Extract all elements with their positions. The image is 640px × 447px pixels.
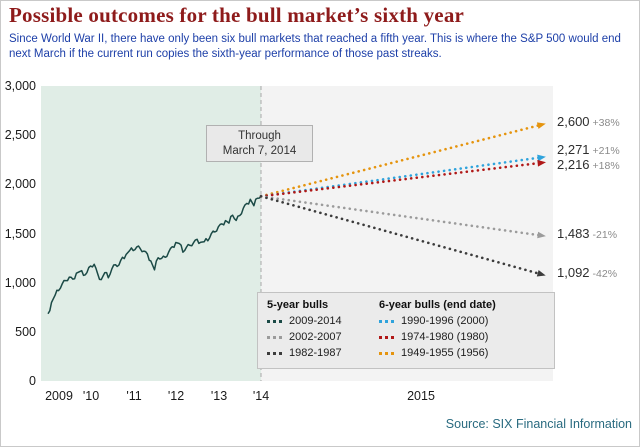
legend-item-label: 2009-2014 <box>289 315 342 327</box>
y-axis-tick-label: 2,000 <box>4 177 36 192</box>
legend-item-1982-1987: 1982-1987 <box>267 347 379 359</box>
legend-line-marker <box>267 351 284 355</box>
legend-line-marker <box>379 319 396 323</box>
legend-item-label: 1982-1987 <box>289 347 342 359</box>
projection-line-2002-2007 <box>259 195 541 237</box>
projection-line-1974-1980 <box>259 161 541 198</box>
legend-item-label: 1990-1996 (2000) <box>401 315 489 327</box>
y-axis-tick-label: 500 <box>15 324 36 339</box>
legend-column-5yr: 5-year bulls 2009-2014 2002-2007 1982-1987 <box>267 299 379 362</box>
projection-arrowhead-2002-2007 <box>537 231 546 239</box>
projection-line-1982-1987 <box>259 195 541 275</box>
plot-canvas <box>41 86 553 381</box>
y-axis-tick-label: 0 <box>29 374 36 388</box>
annotation-line2: March 7, 2014 <box>222 144 297 157</box>
y-axis-tick-label: 1,000 <box>4 275 36 290</box>
legend-item-1990-1996-2000-: 1990-1996 (2000) <box>379 315 545 327</box>
legend-column-6yr: 6-year bulls (end date) 1990-1996 (2000)… <box>379 299 545 362</box>
legend-header-5yr: 5-year bulls <box>267 299 329 311</box>
legend-item-label: 1974-1980 (1980) <box>401 331 489 343</box>
y-axis: 3,000 2,500 2,000 1,500 1,000 500 0 <box>1 71 37 446</box>
legend-item-label: 2002-2007 <box>289 331 342 343</box>
legend-item-2009-2014: 2009-2014 <box>267 315 379 327</box>
legend-item-1974-1980-1980-: 1974-1980 (1980) <box>379 331 545 343</box>
page-title: Possible outcomes for the bull market’s … <box>9 3 465 27</box>
projection-arrowhead-1949-1955 <box>536 122 546 129</box>
legend-line-marker <box>267 319 284 323</box>
annotation-box: Through March 7, 2014 <box>206 125 313 162</box>
annotation-line1: Through <box>238 130 281 142</box>
projection-arrowhead-1990-1996 <box>537 154 546 162</box>
projection-arrowhead-1982-1987 <box>536 270 546 277</box>
source-attribution: Source: SIX Financial Information <box>445 417 632 431</box>
legend-line-marker <box>379 335 396 339</box>
projection-arrowhead-1974-1980 <box>537 159 546 167</box>
legend-item-label: 1949-1955 (1956) <box>401 347 489 359</box>
chart-subtitle: Since World War II, there have only been… <box>9 33 621 60</box>
projection-line-1990-1996 <box>259 156 541 198</box>
sp500-price-line <box>47 195 262 315</box>
y-axis-tick-label: 1,500 <box>4 226 36 241</box>
y-axis-tick-label: 3,000 <box>4 79 36 93</box>
chart-area: 3,000 2,500 2,000 1,500 1,000 500 0 2009'10'11… <box>1 71 639 446</box>
legend: 5-year bulls 2009-2014 2002-2007 1982-1987… <box>257 292 555 369</box>
legend-header-6yr: 6-year bulls (end date) <box>379 299 496 311</box>
legend-line-marker <box>379 351 396 355</box>
legend-line-marker <box>267 335 284 339</box>
legend-item-2002-2007: 2002-2007 <box>267 331 379 343</box>
legend-item-1949-1955-1956-: 1949-1955 (1956) <box>379 347 545 359</box>
y-axis-tick-label: 2,500 <box>4 128 36 143</box>
